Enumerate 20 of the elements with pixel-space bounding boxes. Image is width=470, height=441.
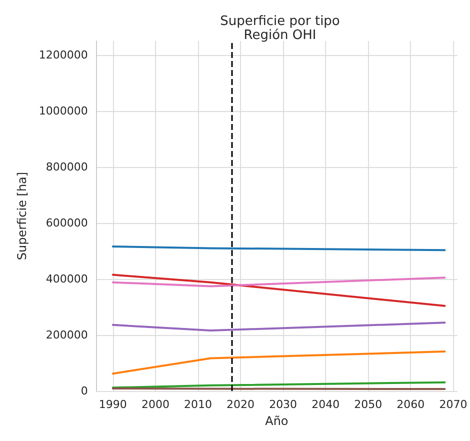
x-axis-title: Año [265, 414, 288, 428]
y-axis-title: Superficie [ha] [15, 172, 29, 260]
x-tick-label: 2070 [439, 398, 468, 411]
x-tick-label: 2000 [141, 398, 170, 411]
x-tick-label: 2010 [184, 398, 212, 411]
y-tick-label: 1000000 [38, 104, 88, 118]
x-tick-label: 1990 [98, 398, 127, 411]
x-tick-label: 2020 [226, 398, 255, 411]
x-tick-label: 2060 [396, 398, 425, 411]
y-tick-label: 400000 [46, 272, 88, 286]
y-tick-label: 0 [80, 384, 88, 398]
x-tick-label: 2040 [312, 398, 340, 411]
chart-title: Superficie por tipo [220, 14, 340, 29]
y-tick-label: 600000 [46, 216, 88, 230]
y-tick-label: 200000 [46, 328, 88, 342]
chart-subtitle: Región OHI [244, 28, 316, 43]
y-tick-label: 800000 [46, 160, 88, 174]
y-tick-label: 1200000 [38, 48, 88, 62]
x-tick-label: 2050 [354, 398, 382, 411]
x-tick-label: 2030 [269, 398, 298, 411]
